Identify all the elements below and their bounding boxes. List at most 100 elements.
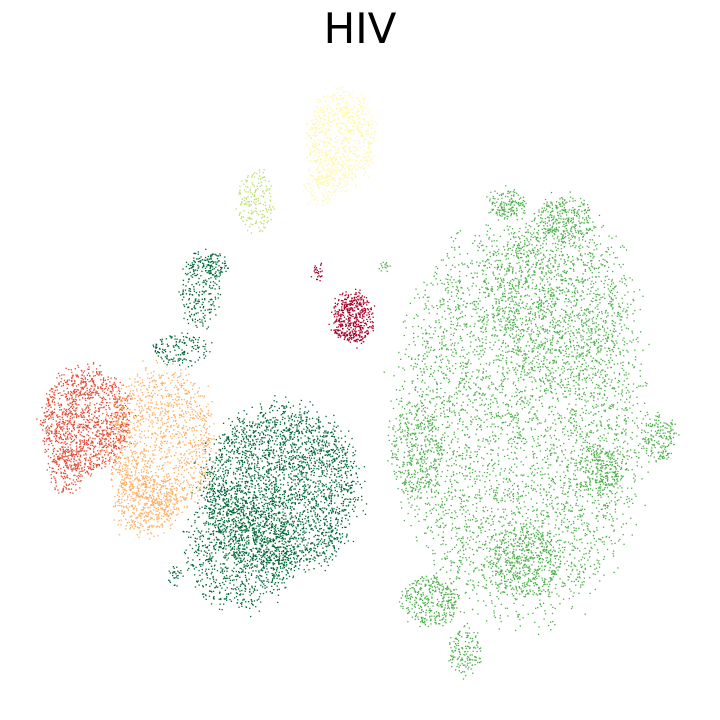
point bbox=[537, 233, 539, 235]
point bbox=[514, 451, 516, 454]
point bbox=[588, 351, 590, 353]
point bbox=[497, 355, 499, 357]
point bbox=[490, 263, 492, 266]
point bbox=[546, 249, 548, 252]
point bbox=[537, 345, 539, 348]
point bbox=[581, 581, 583, 584]
point bbox=[554, 318, 556, 320]
point bbox=[622, 339, 624, 341]
point bbox=[472, 335, 474, 337]
point bbox=[580, 428, 582, 430]
point bbox=[504, 455, 506, 458]
point bbox=[489, 577, 491, 579]
point bbox=[574, 469, 576, 472]
point bbox=[520, 474, 522, 476]
point bbox=[539, 396, 541, 398]
point bbox=[611, 237, 613, 239]
point bbox=[472, 277, 475, 279]
point bbox=[509, 522, 511, 524]
point bbox=[469, 519, 472, 521]
point bbox=[507, 615, 509, 617]
point bbox=[536, 535, 538, 537]
point bbox=[461, 494, 464, 496]
point bbox=[544, 284, 546, 286]
point bbox=[444, 310, 446, 312]
point bbox=[479, 500, 481, 503]
point bbox=[494, 434, 496, 436]
point bbox=[455, 289, 457, 291]
point bbox=[569, 338, 571, 340]
point bbox=[512, 458, 514, 460]
point bbox=[545, 449, 547, 452]
point bbox=[535, 520, 537, 522]
point bbox=[459, 355, 461, 358]
point bbox=[509, 480, 512, 482]
point bbox=[504, 495, 506, 497]
point bbox=[515, 367, 517, 369]
point bbox=[611, 279, 613, 281]
point bbox=[578, 281, 580, 284]
point bbox=[525, 386, 527, 388]
point bbox=[502, 368, 504, 370]
point bbox=[414, 297, 416, 299]
point bbox=[431, 531, 434, 533]
point bbox=[583, 577, 585, 579]
point bbox=[545, 495, 548, 497]
point bbox=[517, 442, 519, 445]
point bbox=[605, 334, 607, 336]
point bbox=[510, 232, 513, 234]
point bbox=[507, 247, 510, 250]
point bbox=[590, 260, 593, 262]
point bbox=[564, 582, 566, 585]
point bbox=[552, 507, 554, 509]
point bbox=[639, 308, 641, 311]
point bbox=[516, 326, 518, 328]
point bbox=[510, 329, 512, 331]
point bbox=[489, 514, 491, 517]
point bbox=[507, 321, 510, 323]
point bbox=[449, 479, 451, 481]
point bbox=[626, 343, 628, 345]
point bbox=[628, 506, 630, 508]
point bbox=[493, 250, 495, 252]
point bbox=[606, 484, 608, 487]
point bbox=[459, 335, 461, 338]
point bbox=[495, 533, 497, 535]
point bbox=[603, 330, 606, 332]
point bbox=[518, 350, 521, 352]
point bbox=[515, 241, 517, 243]
point bbox=[528, 274, 530, 276]
point bbox=[568, 438, 570, 440]
point bbox=[488, 293, 490, 295]
point bbox=[403, 472, 405, 475]
point bbox=[449, 447, 451, 449]
point bbox=[490, 487, 493, 490]
point bbox=[509, 297, 511, 299]
point bbox=[612, 485, 615, 487]
point bbox=[420, 496, 422, 499]
point bbox=[469, 336, 471, 338]
point bbox=[632, 339, 634, 341]
point bbox=[446, 409, 448, 411]
point bbox=[489, 547, 491, 549]
point bbox=[491, 536, 494, 538]
point bbox=[450, 442, 453, 444]
point bbox=[564, 474, 567, 477]
point bbox=[476, 536, 478, 538]
point bbox=[536, 240, 538, 242]
point bbox=[543, 348, 545, 350]
point bbox=[546, 499, 549, 501]
point bbox=[435, 504, 437, 506]
point bbox=[418, 432, 420, 434]
point bbox=[604, 472, 606, 474]
point bbox=[517, 491, 519, 494]
point bbox=[490, 290, 492, 292]
point bbox=[567, 211, 569, 213]
point bbox=[623, 277, 626, 279]
point bbox=[540, 474, 542, 476]
point bbox=[493, 491, 495, 493]
point bbox=[520, 257, 522, 259]
point bbox=[524, 572, 526, 574]
point bbox=[600, 340, 602, 343]
point bbox=[544, 295, 547, 298]
